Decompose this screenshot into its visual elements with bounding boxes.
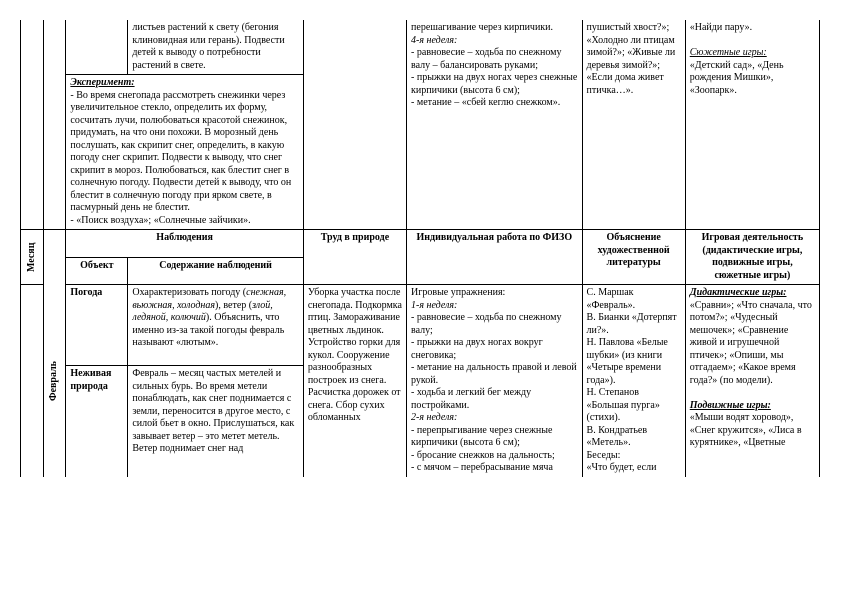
text: «Детский сад», «День рождения Мишки», «З… <box>690 60 784 96</box>
cell-experiment: Эксперимент: - Во время снегопада рассмо… <box>66 75 303 230</box>
hdr-lit: Объяснение художественной литературы <box>582 230 685 285</box>
text: - Во время снегопада рассмотреть снежинк… <box>70 90 291 226</box>
title: Сюжетные игры: <box>690 47 767 58</box>
cell-pogoda: Охарактеризовать погоду (снежная, вьюжна… <box>128 285 303 366</box>
text: «Найди пару». <box>690 22 752 33</box>
hdr-work: Труд в природе <box>303 230 406 285</box>
spacer <box>66 20 128 75</box>
text: перешагивание через кирпичики.4-я неделя… <box>411 22 577 108</box>
cell-games-feb: Дидактические игры: «Сравни»; «Что снача… <box>685 285 819 477</box>
spacer <box>303 20 406 230</box>
curriculum-table: листьев растений к свету (бегония клинов… <box>20 20 820 477</box>
text: «Сравни»; «Что сначала, что потом?»; «Чу… <box>690 300 812 386</box>
text: Февраль – месяц частых метелей и сильных… <box>132 368 294 454</box>
text: «Мыши водят хоровод», «Снег кружится», «… <box>690 412 802 448</box>
text: С. Маршак «Февраль».В. Бианки «Дотерпят … <box>587 287 677 473</box>
title: Подвижные игры: <box>690 400 771 411</box>
hdr-observations: Наблюдения <box>66 230 303 258</box>
cell-lit-feb: С. Маршак «Февраль».В. Бианки «Дотерпят … <box>582 285 685 477</box>
cell-plant-experiment: листьев растений к свету (бегония клинов… <box>128 20 303 75</box>
spacer <box>21 285 44 366</box>
text: Уборка участка после снегопада. Подкормк… <box>308 287 402 423</box>
label-nezh: Неживая природа <box>66 366 128 477</box>
spacer <box>21 366 44 477</box>
text: Охарактеризовать погоду (снежная, вьюжна… <box>132 287 286 348</box>
title: Дидактические игры: <box>690 287 787 298</box>
cell-games-top: «Найди пару». Сюжетные игры: «Детский са… <box>685 20 819 230</box>
text: Игровые упражнения:1-я неделя:- равновес… <box>411 287 577 473</box>
cell-nezh: Февраль – месяц частых метелей и сильных… <box>128 366 303 477</box>
hdr-indiv: Индивидуальная работа по ФИЗО <box>407 230 582 285</box>
hdr-content: Содержание наблюдений <box>128 257 303 285</box>
spacer <box>43 20 66 230</box>
label-pogoda: Погода <box>66 285 128 366</box>
spacer <box>21 20 44 230</box>
cell-work-feb: Уборка участка после снегопада. Подкормк… <box>303 285 406 477</box>
cell-indiv-feb: Игровые упражнения:1-я неделя:- равновес… <box>407 285 582 477</box>
cell-questions: пушистый хвост?»; «Холодно ли птицам зим… <box>582 20 685 230</box>
hdr-game: Игровая деятельность (дидактические игры… <box>685 230 819 285</box>
text: пушистый хвост?»; «Холодно ли птицам зим… <box>587 22 676 96</box>
spacer <box>43 230 66 285</box>
hdr-object: Объект <box>66 257 128 285</box>
hdr-month: Месяц <box>21 230 44 285</box>
month-feb: Февраль <box>43 285 66 477</box>
cell-week4: перешагивание через кирпичики.4-я неделя… <box>407 20 582 230</box>
title: Эксперимент: <box>70 77 134 88</box>
